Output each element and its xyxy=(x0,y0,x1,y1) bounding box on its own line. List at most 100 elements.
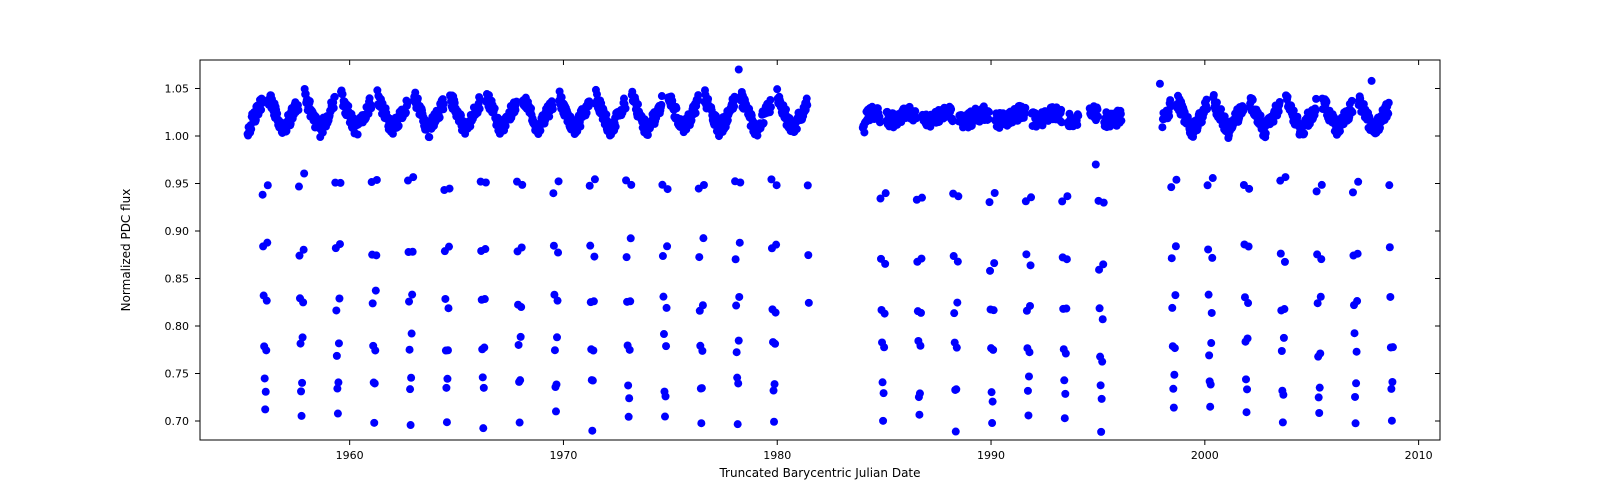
data-point xyxy=(602,111,610,119)
data-point xyxy=(405,298,413,306)
data-point xyxy=(297,387,305,395)
data-point xyxy=(1027,193,1035,201)
data-point xyxy=(1280,334,1288,342)
data-point xyxy=(1168,254,1176,262)
data-point xyxy=(555,177,563,185)
data-point xyxy=(1170,404,1178,412)
data-point xyxy=(626,297,634,305)
data-point xyxy=(1062,350,1070,358)
ytick-label: 0.70 xyxy=(165,415,190,428)
data-point xyxy=(1208,254,1216,262)
data-point xyxy=(1205,291,1213,299)
y-axis-label: Normalized PDC flux xyxy=(119,189,133,312)
xtick-label: 1960 xyxy=(336,449,364,462)
data-point xyxy=(1353,297,1361,305)
data-point xyxy=(549,189,557,197)
data-point xyxy=(1280,305,1288,313)
data-point xyxy=(333,352,341,360)
data-point xyxy=(1351,329,1359,337)
data-point xyxy=(408,291,416,299)
data-point xyxy=(772,241,780,249)
data-point xyxy=(1243,408,1251,416)
data-point xyxy=(552,381,560,389)
data-point xyxy=(1388,417,1396,425)
data-point xyxy=(553,333,561,341)
data-point xyxy=(732,255,740,263)
data-point xyxy=(373,176,381,184)
data-point xyxy=(1203,105,1211,113)
data-point xyxy=(1245,243,1253,251)
data-point xyxy=(986,198,994,206)
data-point xyxy=(1300,129,1308,137)
data-point xyxy=(1097,381,1105,389)
data-point xyxy=(476,105,484,113)
data-point xyxy=(1098,395,1106,403)
data-point xyxy=(550,242,558,250)
xtick-label: 2000 xyxy=(1191,449,1219,462)
data-point xyxy=(659,293,667,301)
data-point xyxy=(1057,106,1065,114)
data-point xyxy=(915,411,923,419)
data-point xyxy=(295,183,303,191)
data-point xyxy=(1354,178,1362,186)
data-point xyxy=(1156,80,1164,88)
data-point xyxy=(1245,185,1253,193)
data-point xyxy=(515,341,523,349)
data-point xyxy=(1209,174,1217,182)
data-point xyxy=(1165,112,1173,120)
data-point xyxy=(734,379,742,387)
data-point xyxy=(589,377,597,385)
data-point xyxy=(586,182,594,190)
ytick-label: 0.80 xyxy=(165,320,190,333)
data-point xyxy=(1336,127,1344,135)
data-point xyxy=(881,310,889,318)
data-point xyxy=(793,125,801,133)
data-point xyxy=(917,309,925,317)
data-point xyxy=(1351,393,1359,401)
data-point xyxy=(1099,315,1107,323)
data-point xyxy=(406,346,414,354)
data-point xyxy=(1349,188,1357,196)
data-point xyxy=(372,251,380,259)
data-point xyxy=(516,376,524,384)
data-point xyxy=(699,301,707,309)
data-point xyxy=(481,295,489,303)
data-point xyxy=(1204,245,1212,253)
data-point xyxy=(1384,110,1392,118)
xtick-label: 1990 xyxy=(977,449,1005,462)
data-point xyxy=(518,181,526,189)
x-axis-label: Truncated Barycentric Julian Date xyxy=(718,466,920,480)
data-point xyxy=(624,381,632,389)
data-point xyxy=(335,295,343,303)
data-point xyxy=(699,234,707,242)
data-point xyxy=(918,194,926,202)
data-point xyxy=(990,306,998,314)
data-point xyxy=(591,175,599,183)
data-point xyxy=(409,173,417,181)
data-point xyxy=(1242,375,1250,383)
data-point xyxy=(336,179,344,187)
data-point xyxy=(879,417,887,425)
data-point xyxy=(698,347,706,355)
data-point xyxy=(1171,291,1179,299)
data-point xyxy=(334,378,342,386)
data-point xyxy=(372,287,380,295)
data-point xyxy=(517,303,525,311)
data-point xyxy=(407,421,415,429)
data-point xyxy=(480,344,488,352)
data-point xyxy=(1062,305,1070,313)
data-point xyxy=(247,125,255,133)
data-point xyxy=(694,91,702,99)
data-point xyxy=(264,181,272,189)
data-point xyxy=(1063,192,1071,200)
data-point xyxy=(1158,123,1166,131)
data-point xyxy=(771,340,779,348)
data-point xyxy=(436,113,444,121)
data-point xyxy=(736,179,744,187)
data-point xyxy=(409,248,417,256)
data-point xyxy=(988,419,996,427)
data-point xyxy=(1168,304,1176,312)
data-point xyxy=(625,394,633,402)
data-point xyxy=(332,306,340,314)
xtick-label: 2010 xyxy=(1405,449,1433,462)
